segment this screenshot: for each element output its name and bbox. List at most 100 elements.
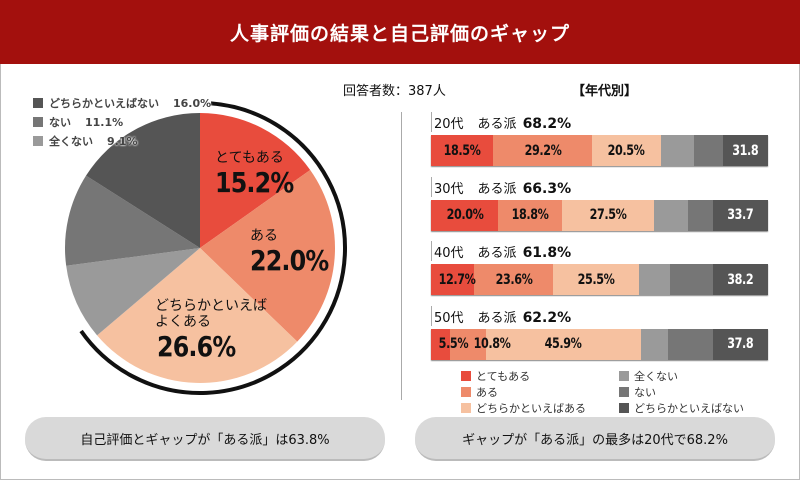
legend-swatch bbox=[33, 136, 43, 146]
pie-slice-label: どちらかといえば よくある 26.6% bbox=[155, 298, 267, 363]
bar-row-title: 30代 ある派 66.3% bbox=[431, 176, 768, 197]
bar-segment bbox=[688, 199, 714, 231]
age-section-title: 【年代別】 bbox=[572, 84, 638, 99]
pie-slice bbox=[97, 248, 298, 383]
bar-segment: 10.8% bbox=[449, 328, 511, 360]
bar-segment-label: 33.7 bbox=[727, 207, 754, 223]
pie-label-text: ある bbox=[250, 228, 278, 244]
age-label: 50代 bbox=[434, 310, 464, 326]
bar-segment: 23.6% bbox=[473, 264, 554, 295]
pie-slice bbox=[65, 175, 201, 266]
bar-row: 40代 ある派 61.8% 12.7% 23.6% 25.5% 38.2 bbox=[431, 241, 768, 295]
legend-label: とてもある bbox=[476, 370, 531, 383]
pie-legend-item: ない 11.1% bbox=[33, 114, 123, 130]
bar-segment-label: 18.5% bbox=[443, 142, 481, 159]
pie-slice bbox=[86, 113, 200, 248]
bar-segment: 27.5% bbox=[561, 199, 655, 231]
bar-segment-label: 23.6% bbox=[495, 271, 532, 288]
bar-segment: 5.5% bbox=[431, 328, 469, 360]
pie-slice-label: とてもある 15.2% bbox=[215, 150, 307, 199]
pie-slice bbox=[66, 248, 201, 336]
bar-row: 50代 ある派 62.2% 5.5% 10.8% 45.9% 37.8 bbox=[431, 305, 768, 360]
stacked-bar: 5.5% 10.8% 45.9% 37.8 bbox=[431, 328, 768, 360]
group-label: ある派 bbox=[477, 117, 517, 132]
group-value: 61.8% bbox=[522, 245, 572, 261]
legend-value: 11.1% bbox=[85, 115, 124, 129]
pie-label-text: どちらかといえば bbox=[155, 298, 267, 314]
bar-segment bbox=[654, 199, 689, 231]
bar-segment-label: 10.8% bbox=[473, 336, 511, 352]
summary-right: ギャップが「ある派」の最多は20代で68.2% bbox=[415, 417, 775, 461]
group-label: ある派 bbox=[477, 181, 517, 197]
bar-segment: 29.2% bbox=[493, 135, 592, 166]
bar-segment: 25.5% bbox=[553, 264, 640, 295]
legend-label: ある bbox=[476, 386, 498, 399]
legend-swatch bbox=[461, 371, 471, 381]
bar-segment bbox=[660, 135, 695, 166]
pie-label-value: 22.0% bbox=[250, 244, 329, 277]
legend-label: どちらかといえばない bbox=[49, 97, 159, 110]
bar-segment-label: 27.5% bbox=[589, 207, 627, 223]
legend-swatch bbox=[461, 403, 471, 413]
highlight-arc bbox=[79, 101, 347, 395]
summary-left: 自己評価とギャップが「ある派」は63.8% bbox=[25, 417, 385, 461]
bar-segment: 20.5% bbox=[591, 135, 661, 166]
legend-value: 9.1% bbox=[107, 134, 138, 148]
bar-segment: 12.7% bbox=[431, 264, 476, 295]
legend-swatch bbox=[33, 98, 43, 108]
bar-legend-item: ない bbox=[619, 384, 656, 400]
legend-label: 全くない bbox=[49, 135, 93, 148]
bar-legend-item: ある bbox=[461, 384, 498, 400]
stacked-bar: 18.5% 29.2% 20.5% 31.8 bbox=[431, 135, 768, 166]
bar-segment: 20.0% bbox=[431, 199, 499, 231]
bar-segment: 31.8 bbox=[723, 135, 768, 166]
group-value: 68.2% bbox=[522, 116, 572, 132]
bar-segment: 18.8% bbox=[498, 199, 562, 231]
bar-row-title: 20代 ある派 68.2% bbox=[431, 112, 768, 132]
divider bbox=[401, 112, 402, 400]
bar-legend-item: とてもある bbox=[461, 368, 530, 384]
legend-label: どちらかといえばある bbox=[476, 402, 586, 415]
bar-segment-label: 25.5% bbox=[577, 271, 615, 288]
pie-slice-label: ある 22.0% bbox=[250, 228, 342, 277]
bar-row-title: 40代 ある派 61.8% bbox=[431, 241, 768, 261]
bar-segment-label: 12.7% bbox=[438, 271, 476, 288]
bar-legend-item: どちらかといえばない bbox=[619, 400, 744, 416]
pie-slice bbox=[200, 170, 335, 342]
bar-segment-label: 45.9% bbox=[544, 336, 582, 352]
age-label: 30代 bbox=[434, 181, 464, 197]
bar-segment: 37.8 bbox=[713, 328, 768, 360]
bar-segment-label: 20.0% bbox=[446, 207, 484, 223]
bar-segment-label: 31.8 bbox=[732, 142, 759, 159]
pie-label-text: とてもある bbox=[215, 150, 284, 166]
bar-legend-item: 全くない bbox=[619, 368, 678, 384]
group-value: 62.2% bbox=[522, 309, 572, 326]
header-title: 人事評価の結果と自己評価のギャップ bbox=[0, 0, 800, 64]
pie-slice bbox=[200, 113, 311, 248]
respondent-count: 回答者数：387人 bbox=[343, 84, 446, 99]
group-value: 66.3% bbox=[522, 180, 572, 197]
age-label: 40代 bbox=[434, 246, 464, 261]
bar-row-title: 50代 ある派 62.2% bbox=[431, 305, 768, 326]
bar-segment-label: 5.5% bbox=[438, 336, 469, 352]
bar-segment bbox=[668, 328, 714, 360]
bar-segment-label: 18.8% bbox=[511, 207, 549, 223]
pie-chart bbox=[65, 101, 347, 395]
pie-label-value: 26.6% bbox=[157, 330, 236, 363]
legend-label: どちらかといえばない bbox=[634, 402, 744, 415]
legend-label: ない bbox=[634, 386, 656, 399]
bar-segment-label: 29.2% bbox=[524, 142, 561, 159]
legend-label: 全くない bbox=[634, 370, 678, 383]
pie-legend-item: どちらかといえばない 16.0% bbox=[33, 95, 211, 111]
bar-segment-label: 20.5% bbox=[607, 142, 645, 159]
bar-segment bbox=[694, 135, 724, 166]
bar-legend-item: どちらかといえばある bbox=[461, 400, 586, 416]
bar-segment bbox=[640, 328, 669, 360]
bar-segment-label: 38.2 bbox=[727, 271, 754, 288]
bar-segment: 33.7 bbox=[713, 199, 768, 231]
legend-swatch bbox=[619, 387, 629, 397]
group-label: ある派 bbox=[477, 310, 517, 326]
bar-segment: 45.9% bbox=[485, 328, 641, 360]
pie-legend-item: 全くない 9.1% bbox=[33, 133, 138, 149]
legend-swatch bbox=[33, 117, 43, 127]
